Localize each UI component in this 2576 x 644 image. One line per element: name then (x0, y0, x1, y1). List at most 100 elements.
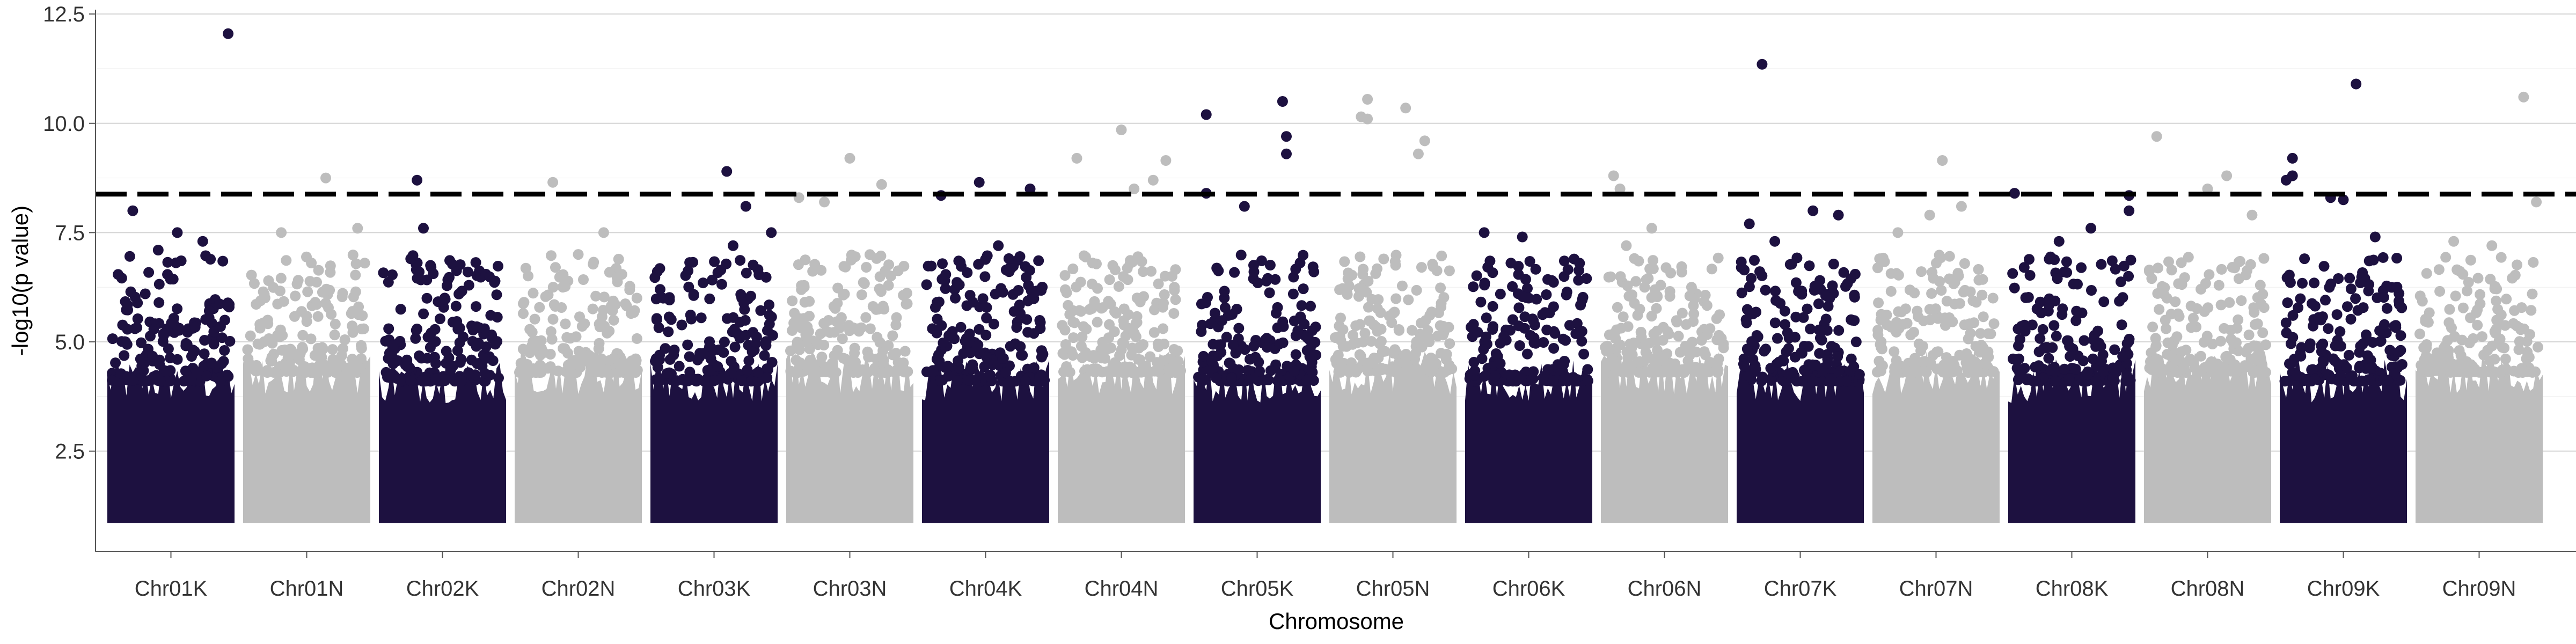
snp-point (1790, 311, 1802, 323)
snp-point (938, 337, 949, 348)
snp-point (1813, 298, 1824, 310)
snp-point (1610, 367, 1621, 378)
snp-point (1307, 367, 1318, 378)
y-tick-label: 12.5 (43, 3, 85, 26)
snp-point (2381, 303, 2392, 314)
snp-point (942, 361, 954, 372)
snp-point (1471, 270, 1482, 281)
snp-point (2157, 363, 2169, 375)
snp-point (138, 365, 149, 376)
snp-point (590, 290, 602, 302)
snp-point (1639, 282, 1650, 293)
snp-point (1548, 301, 1559, 312)
snp-point (410, 333, 421, 344)
snp-point (1227, 339, 1239, 350)
top-snp-point (276, 227, 287, 238)
snp-point (652, 362, 663, 373)
snp-point (830, 303, 841, 314)
snp-point (1311, 349, 1322, 361)
snp-point (955, 321, 967, 333)
snp-point (304, 276, 316, 287)
snp-point (1118, 271, 1129, 282)
snp-point (1173, 356, 1184, 367)
y-tick-label: 7.5 (55, 221, 85, 245)
top-snp-point (2518, 91, 2529, 103)
snp-point (2414, 328, 2425, 340)
snp-point (356, 340, 367, 351)
snp-point (1198, 350, 1209, 362)
snp-point (203, 305, 215, 317)
snp-point (311, 299, 322, 310)
snp-point (1982, 328, 1994, 339)
snp-point (1235, 250, 1247, 261)
snp-point (337, 288, 348, 299)
point-cloud-body (922, 360, 1049, 523)
snp-point (1872, 262, 1883, 274)
snp-point (750, 338, 762, 349)
snp-point (2009, 282, 2020, 294)
snp-point (518, 308, 529, 319)
snp-point (1786, 259, 1797, 270)
snp-point (324, 284, 335, 296)
snp-point (2045, 251, 2056, 262)
snp-point (1983, 352, 1994, 363)
snp-point (1783, 368, 1794, 379)
snp-point (1821, 325, 1833, 336)
snp-point (579, 318, 590, 330)
snp-point (1971, 297, 1982, 308)
snp-point (796, 280, 807, 291)
snp-point (1628, 337, 1640, 348)
snp-point (2019, 326, 2031, 336)
snp-point (2524, 329, 2535, 340)
snp-point (1820, 313, 1832, 325)
snp-point (484, 271, 495, 282)
snp-point (2030, 376, 2041, 387)
top-snp-point (2221, 170, 2233, 181)
snp-point (1828, 259, 1839, 269)
snp-point (1988, 366, 1999, 377)
snp-point (1746, 273, 1757, 284)
snp-point (560, 281, 571, 292)
snp-point (2033, 360, 2044, 371)
snp-point (189, 321, 201, 333)
chromosome-band-chr04n (1057, 250, 1186, 523)
snp-point (1368, 353, 1380, 364)
snp-point (921, 279, 932, 290)
snp-point (215, 376, 226, 386)
snp-point (1370, 321, 1381, 332)
snp-point (1372, 263, 1382, 274)
snp-point (1274, 338, 1285, 349)
snp-point (1166, 363, 1177, 374)
snp-point (678, 375, 689, 386)
snp-point (952, 375, 963, 386)
snp-point (1487, 301, 1498, 312)
top-hit-points (127, 28, 2542, 304)
snp-point (1850, 336, 1862, 348)
snp-point (348, 366, 360, 377)
snp-point (1356, 284, 1367, 295)
snp-point (2444, 304, 2455, 315)
snp-point (2352, 305, 2363, 316)
snp-point (2233, 314, 2244, 325)
snp-point (688, 289, 699, 300)
snp-point (358, 323, 369, 334)
top-snp-point (1924, 209, 1935, 221)
snp-point (412, 324, 422, 334)
snp-point (1744, 281, 1755, 292)
snp-point (2344, 349, 2354, 361)
snp-point (680, 270, 691, 281)
snp-point (2299, 253, 2310, 265)
top-snp-point (721, 166, 733, 177)
snp-point (830, 367, 841, 378)
snp-point (923, 260, 934, 272)
snp-point (148, 324, 159, 335)
snp-point (2251, 340, 2262, 352)
snp-point (663, 326, 674, 338)
snp-point (1468, 281, 1479, 292)
snp-point (125, 286, 136, 297)
snp-point (709, 375, 721, 386)
snp-point (850, 356, 861, 368)
snp-point (1256, 255, 1267, 266)
snp-point (2287, 332, 2299, 343)
snp-point (2318, 356, 2329, 368)
